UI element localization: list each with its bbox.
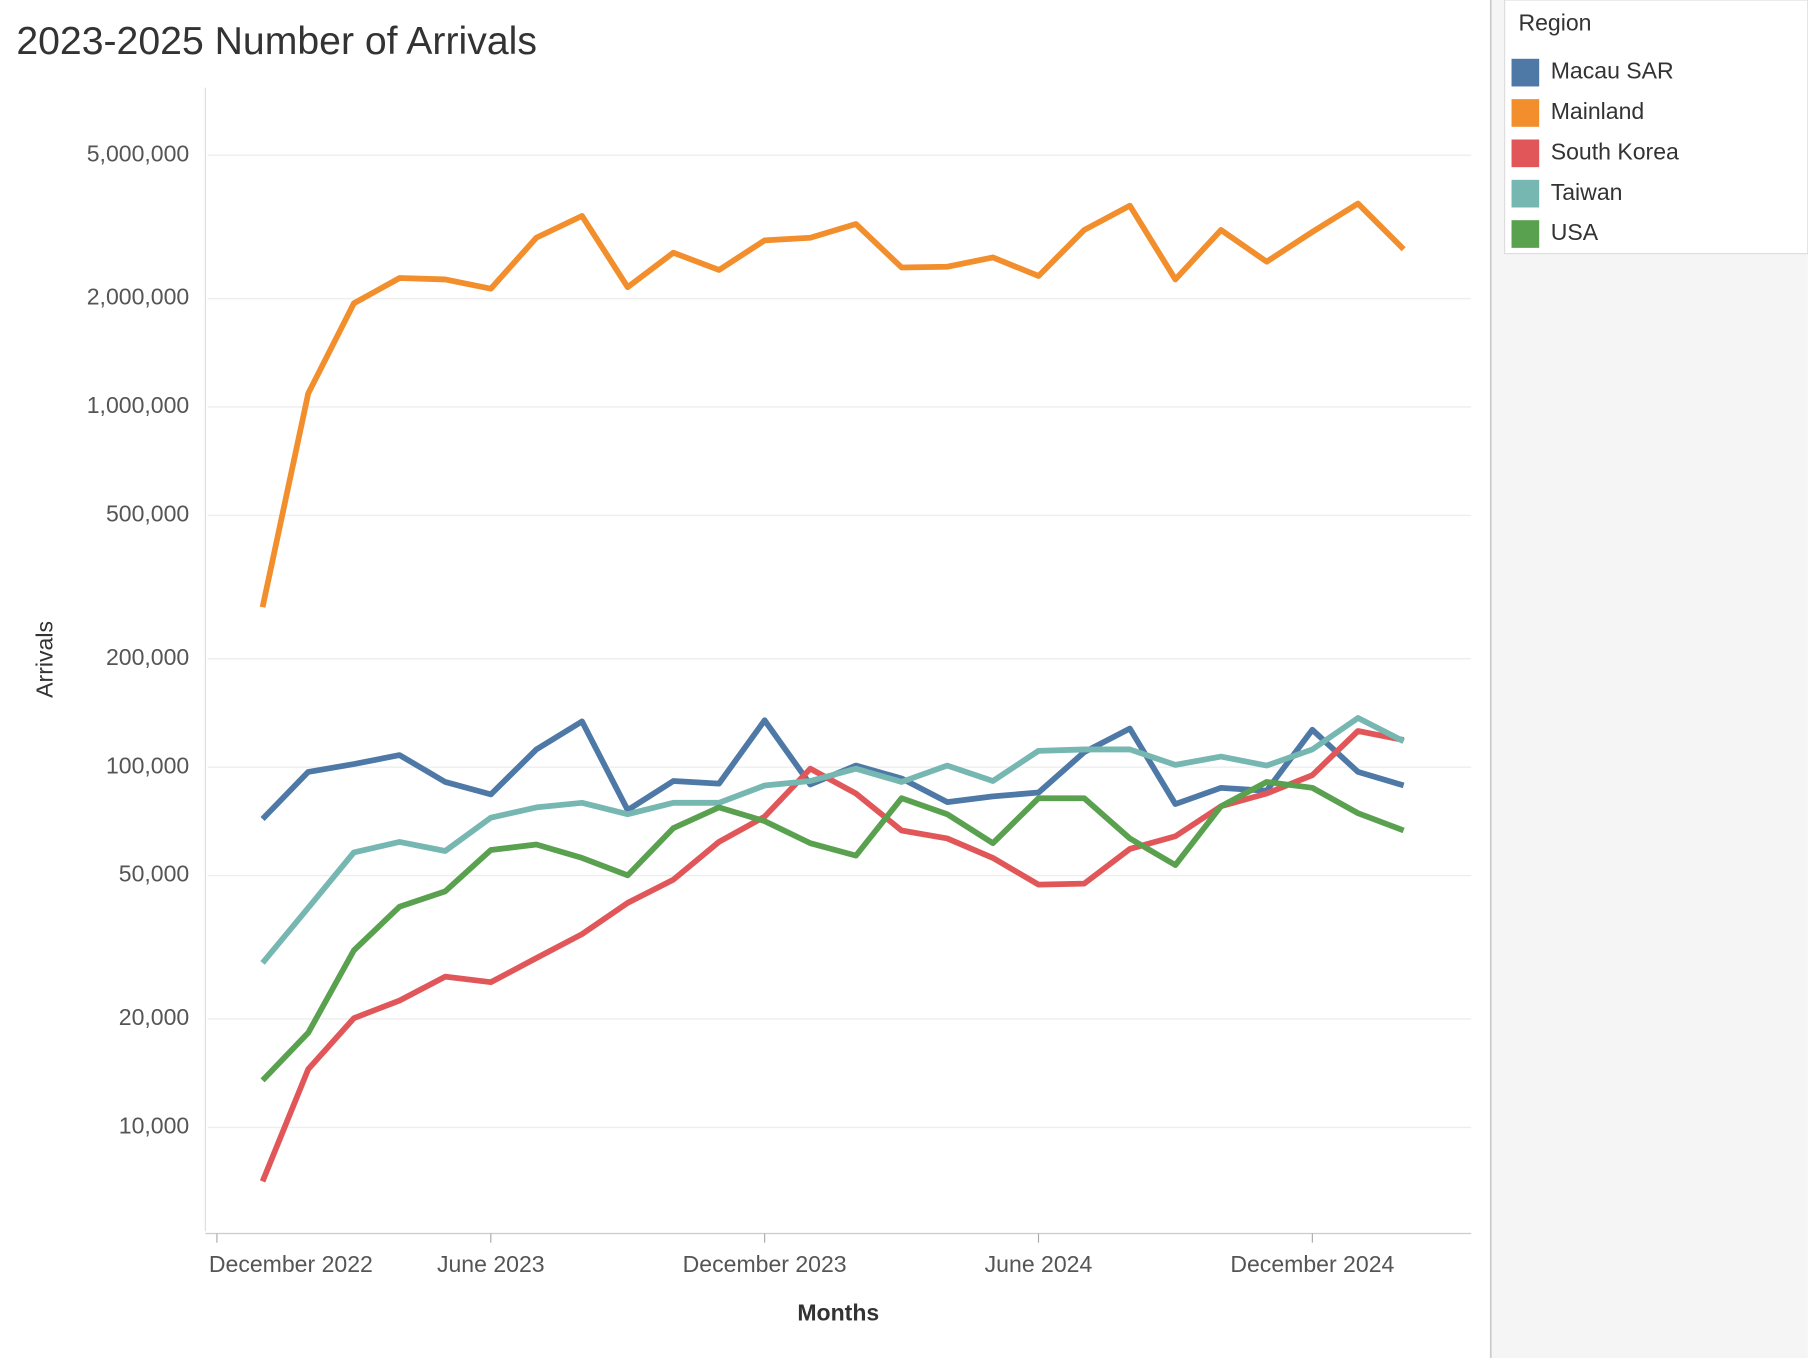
chart-title: 2023-2025 Number of Arrivals [16,20,537,63]
series-line [260,715,1405,965]
x-tick-label: June 2024 [985,1251,1093,1277]
y-tick-label: 20,000 [119,1004,189,1030]
y-tick-label: 1,000,000 [87,392,190,418]
y-tick-label: 200,000 [106,644,189,670]
legend-label: Macau SAR [1551,58,1674,84]
x-axis-label: Months [797,1299,879,1325]
legend-label: USA [1551,219,1599,245]
y-tick-label: 10,000 [119,1112,189,1138]
legend-label: Taiwan [1551,179,1623,205]
legend-swatch [1511,58,1540,87]
legend-swatch [1511,139,1540,168]
x-tick-label: June 2023 [437,1251,545,1277]
y-tick-label: 5,000,000 [87,140,190,166]
series-line [260,779,1405,1083]
legend-swatch [1511,220,1540,248]
legend-box [1504,0,1808,255]
legend-label: Mainland [1551,98,1645,124]
y-tick-label: 2,000,000 [87,284,190,310]
x-tick-label: December 2022 [209,1251,373,1277]
x-tick-label: December 2023 [683,1251,847,1277]
legend-swatch [1511,179,1540,208]
legend-title: Region [1518,9,1591,35]
y-tick-label: 100,000 [106,752,189,778]
series-line [259,200,1406,608]
y-axis-label: Arrivals [31,621,57,698]
y-tick-label: 50,000 [119,861,189,887]
series-line [259,728,1405,1183]
legend-swatch [1511,99,1540,127]
y-tick-label: 500,000 [106,500,189,526]
x-tick-label: December 2024 [1230,1251,1394,1277]
legend-label: South Korea [1551,138,1679,164]
